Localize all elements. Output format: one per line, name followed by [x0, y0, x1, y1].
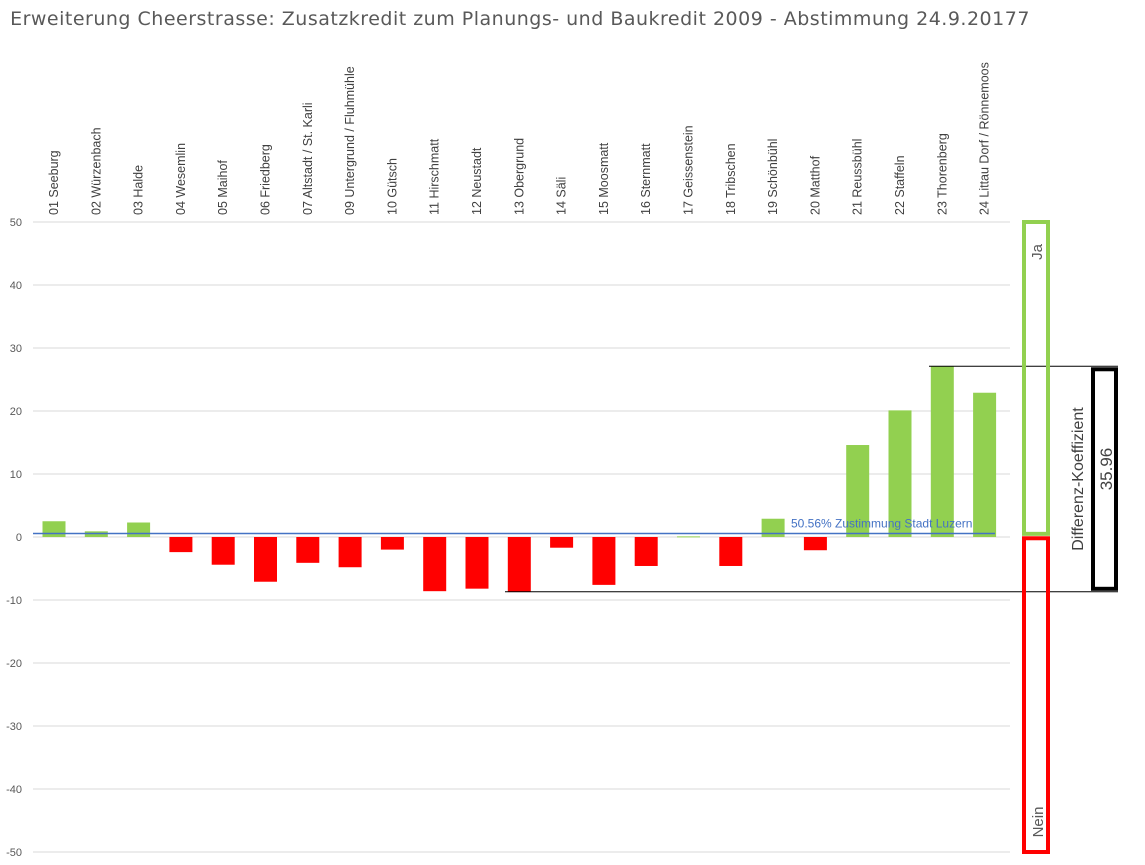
bar — [803, 537, 827, 551]
difference-label: Differenz-Koeffizient — [1070, 407, 1087, 551]
y-tick-label: 40 — [10, 280, 22, 292]
y-tick-label: -20 — [6, 658, 22, 670]
x-tick-label: 01 Seeburg — [47, 150, 61, 215]
bar — [930, 366, 954, 537]
y-tick-label: -10 — [6, 595, 22, 607]
x-tick-label: 13 Obergrund — [512, 138, 526, 215]
ja-box — [1022, 220, 1050, 536]
difference-value: 35.96 — [1097, 448, 1116, 491]
bars — [42, 366, 997, 592]
y-tick-label: 20 — [10, 406, 22, 418]
bar — [507, 537, 531, 592]
nein-box — [1022, 536, 1050, 854]
x-tick-label: 22 Staffeln — [893, 155, 907, 215]
x-tick-label: 11 Hirschmatt — [428, 138, 442, 215]
x-tick-label: 20 Matthof — [808, 155, 822, 215]
x-tick-label: 14 Säli — [555, 177, 569, 215]
bar — [761, 518, 785, 537]
bar — [465, 537, 489, 589]
x-tick-label: 24 Littau Dorf / Rönnemoos — [978, 62, 992, 215]
y-tick-label: 0 — [16, 532, 22, 544]
y-tick-label: -30 — [6, 721, 22, 733]
y-tick-label: 10 — [10, 469, 22, 481]
x-tick-label: 02 Würzenbach — [89, 127, 103, 215]
bar — [296, 537, 320, 563]
x-tick-label: 03 Halde — [132, 165, 146, 215]
difference-box — [1091, 367, 1118, 591]
x-tick-label: 16 Sternmatt — [639, 143, 653, 215]
x-tick-label: 18 Tribschen — [724, 143, 738, 215]
x-tick-label: 15 Moosmatt — [597, 142, 611, 215]
bar — [550, 537, 574, 548]
x-tick-label: 12 Neustadt — [470, 147, 484, 215]
y-axis: 50 40 30 20 10 0 -10 -20 -30 -40 -50 — [6, 217, 22, 859]
y-tick-label: -50 — [6, 847, 22, 859]
bar — [254, 537, 277, 582]
bar — [973, 392, 997, 537]
x-axis-labels: 01 Seeburg 02 Würzenbach 03 Halde 04 Weseml… — [47, 62, 992, 215]
bar — [338, 537, 362, 568]
x-tick-label: 04 Wesemlin — [174, 143, 188, 215]
bar — [42, 521, 66, 537]
nein-label: Nein — [1030, 807, 1047, 838]
y-tick-label: -40 — [6, 784, 22, 796]
x-tick-label: 06 Friedberg — [259, 144, 273, 215]
grid-lines — [33, 221, 1010, 853]
bar — [169, 537, 193, 553]
bar — [677, 536, 700, 538]
bar — [127, 522, 151, 537]
bar — [380, 537, 404, 550]
x-tick-label: 23 Thorenberg — [935, 133, 949, 215]
bar — [846, 445, 870, 537]
reference-label: 50.56% Zustimmung Stadt Luzern — [791, 516, 972, 530]
reference-line: 50.56% Zustimmung Stadt Luzern — [33, 516, 995, 535]
x-tick-label: 07 Altstadt / St. Karli — [301, 102, 315, 215]
x-tick-label: 05 Maihof — [216, 160, 230, 215]
y-tick-label: 30 — [10, 343, 22, 355]
bar — [423, 537, 447, 592]
bar — [211, 537, 235, 565]
bar — [592, 537, 616, 585]
x-tick-label: 21 Reussbühl — [851, 139, 865, 215]
difference-indicator: Differenz-Koeffizient 35.96 — [505, 365, 1118, 593]
ja-label: Ja — [1029, 243, 1046, 260]
ja-nein-legend: Ja Nein — [1022, 220, 1050, 854]
x-tick-label: 10 Gütsch — [385, 158, 399, 215]
x-tick-label: 19 Schönbühl — [766, 139, 780, 215]
bar — [719, 537, 743, 566]
bar — [888, 410, 912, 537]
bar — [634, 537, 658, 566]
chart-title: Erweiterung Cheerstrasse: Zusatzkredit z… — [10, 8, 1030, 30]
x-tick-label: 17 Geissenstein — [682, 125, 696, 215]
x-tick-label: 09 Untergrund / Fluhmühle — [343, 66, 357, 215]
y-tick-label: 50 — [10, 217, 22, 229]
